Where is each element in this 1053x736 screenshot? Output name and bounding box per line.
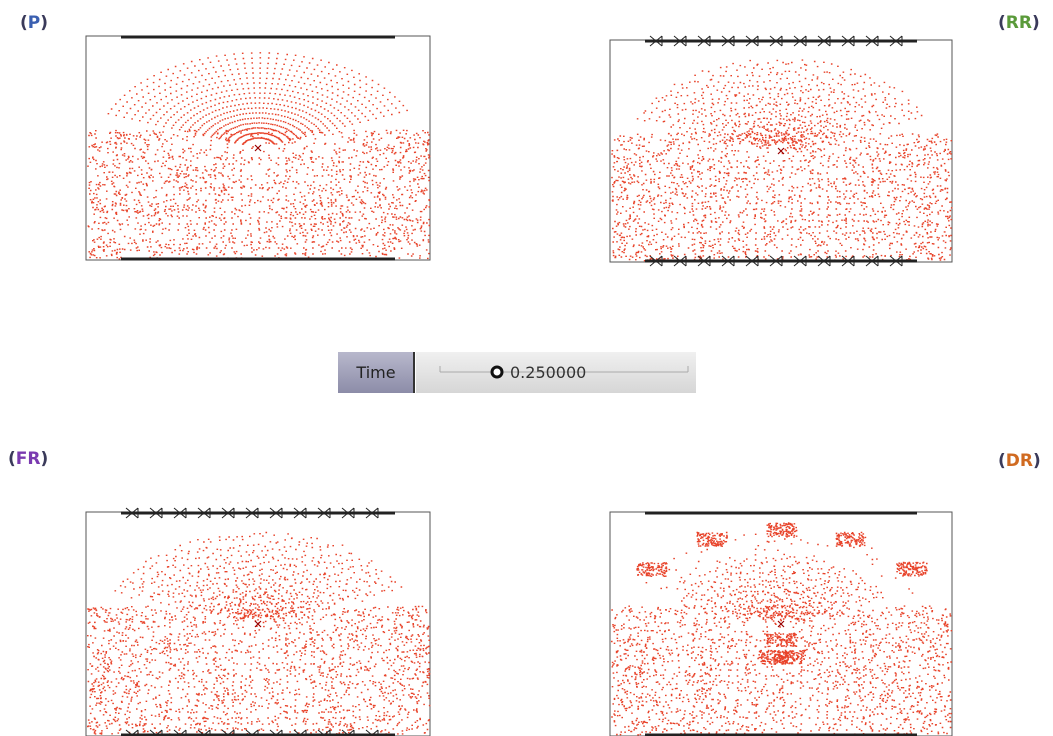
panel-label: (DR)	[998, 451, 1041, 471]
label-part: (	[20, 13, 28, 33]
label-part: P	[28, 13, 40, 33]
label-part: )	[1033, 451, 1041, 471]
panel-label: (RR)	[998, 13, 1040, 33]
slider-knob[interactable]	[492, 367, 502, 377]
panel-label: (P)	[20, 13, 48, 33]
sim-panel: (RR)	[610, 13, 1040, 266]
label-part: )	[40, 13, 48, 33]
figure: Time 0.250000 (P)(RR)(FR)(DR)	[0, 0, 1053, 736]
time-value: 0.250000	[510, 363, 586, 382]
figure-canvas: Time 0.250000 (P)(RR)(FR)(DR)	[0, 0, 1053, 736]
time-label: Time	[355, 363, 395, 382]
label-part: FR	[16, 449, 41, 469]
label-part: )	[40, 449, 48, 469]
sim-panel: (FR)	[8, 449, 430, 736]
label-part: )	[1032, 13, 1040, 33]
label-part: (	[8, 449, 16, 469]
sim-panel: (DR)	[610, 451, 1041, 736]
label-part: (	[998, 13, 1006, 33]
label-part: (	[998, 451, 1006, 471]
label-part: RR	[1006, 13, 1032, 33]
time-control: Time 0.250000	[338, 352, 696, 393]
panel-label: (FR)	[8, 449, 48, 469]
label-part: DR	[1006, 451, 1033, 471]
sim-panel: (P)	[20, 13, 430, 260]
